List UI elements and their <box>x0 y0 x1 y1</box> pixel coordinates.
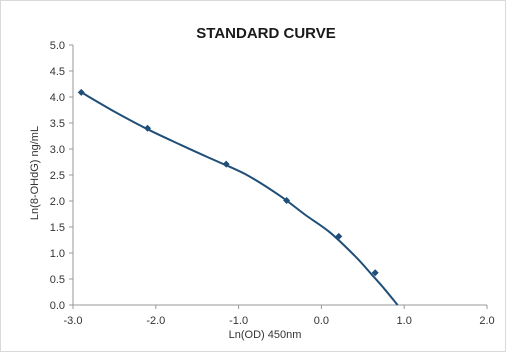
y-tick-label: 0.0 <box>50 300 65 312</box>
data-point <box>144 124 152 132</box>
x-axis-label: Ln(OD) 450nm <box>229 329 302 341</box>
y-tick-label: 2.0 <box>50 196 65 208</box>
y-tick-label: 3.5 <box>50 118 65 130</box>
x-tick-label: 2.0 <box>479 315 494 327</box>
points-layer <box>77 88 379 277</box>
trendline-layer <box>80 91 399 306</box>
y-tick-label: 1.0 <box>50 248 65 260</box>
x-tick-label: -3.0 <box>64 315 83 327</box>
x-tick-label: 1.0 <box>397 315 412 327</box>
data-point <box>335 232 343 240</box>
data-point <box>222 160 230 168</box>
y-tick-label: 5.0 <box>50 40 65 52</box>
data-point <box>371 269 379 277</box>
trendline <box>80 91 399 306</box>
y-tick-label: 0.5 <box>50 274 65 286</box>
y-tick-label: 4.5 <box>50 66 65 78</box>
y-tick-label: 1.5 <box>50 222 65 234</box>
chart-title: STANDARD CURVE <box>196 25 335 42</box>
ticks-layer: 0.0 0.5 1.0 1.5 2.0 2.5 3.0 3.5 4.0 4.5 5.0 -3.0 -2.… <box>50 40 495 327</box>
x-tick-label: 0.0 <box>314 315 329 327</box>
x-tick-label: -2.0 <box>146 315 165 327</box>
y-tick-label: 2.5 <box>50 170 65 182</box>
axes-layer <box>72 45 487 306</box>
y-axis-label: Ln(8-OHdG) ng/mL <box>29 126 41 220</box>
data-point <box>77 88 85 96</box>
y-tick-label: 4.0 <box>50 92 65 104</box>
data-point <box>283 196 291 204</box>
x-tick-label: -1.0 <box>229 315 248 327</box>
y-tick-label: 3.0 <box>50 144 65 156</box>
